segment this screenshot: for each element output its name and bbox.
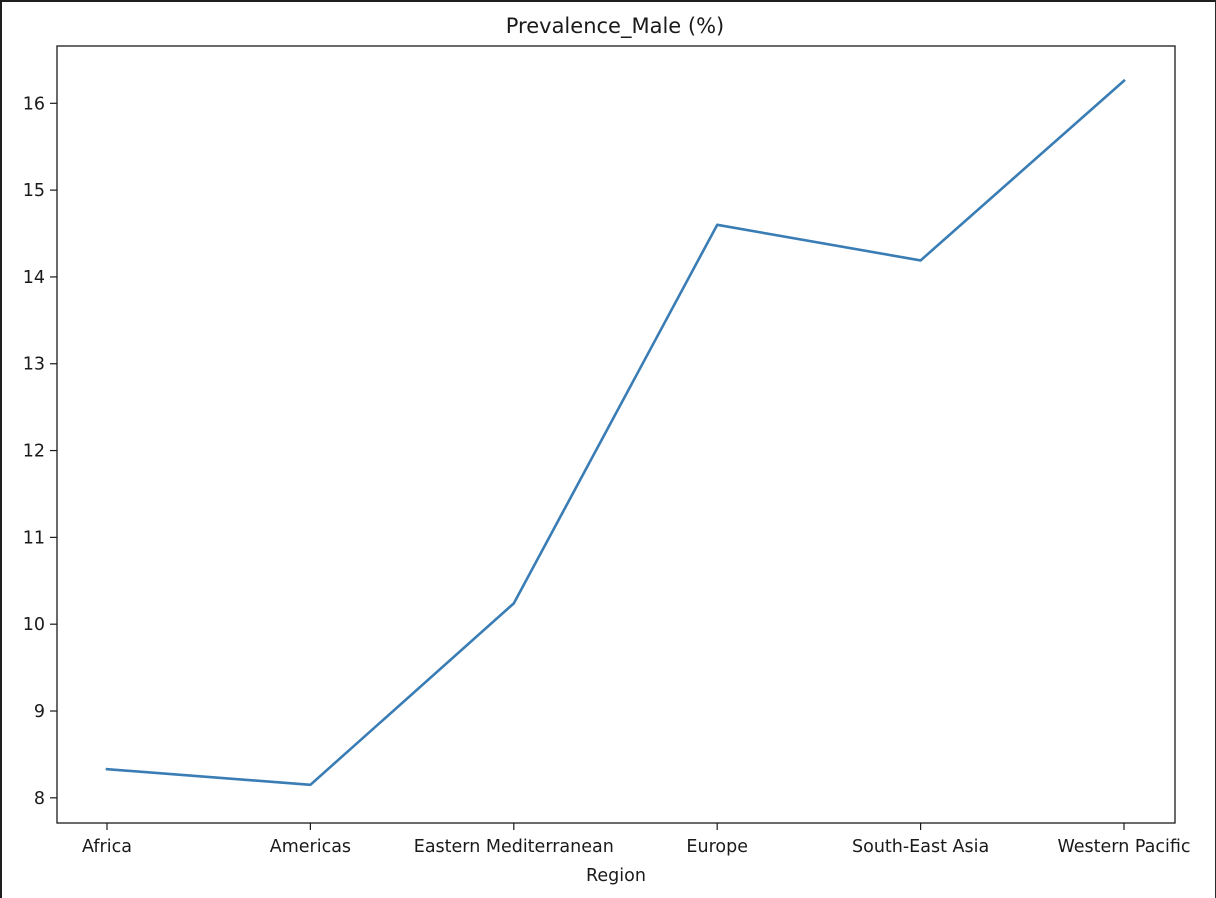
y-tick-label: 12 (23, 442, 45, 462)
x-tick-label: Europe (686, 837, 748, 857)
x-tick-label: Africa (82, 837, 132, 857)
series-group (105, 78, 1126, 787)
y-tick-label: 8 (34, 789, 45, 809)
y-tick-label: 10 (23, 615, 45, 635)
y-tick-label: 9 (34, 702, 45, 722)
series-line (105, 78, 1126, 787)
x-axis: Africa Americas Eastern Mediterranean Europ… (82, 823, 1190, 857)
plot-area (56, 45, 1176, 824)
x-tick-label: Eastern Mediterranean (414, 837, 614, 857)
y-tick-label: 11 (23, 528, 45, 548)
x-axis-label: Region (586, 866, 646, 886)
y-axis: 8 9 10 11 12 13 14 15 16 (23, 94, 57, 809)
y-tick-label: 16 (23, 94, 45, 114)
x-tick-label: South-East Asia (852, 837, 989, 857)
x-tick-label: Americas (270, 837, 351, 857)
y-tick-label: 13 (23, 355, 45, 375)
y-tick-label: 15 (23, 181, 45, 201)
y-tick-label: 14 (23, 268, 45, 288)
x-tick-label: Western Pacific (1058, 837, 1191, 857)
chart-title: Prevalence_Male (%) (506, 14, 724, 39)
